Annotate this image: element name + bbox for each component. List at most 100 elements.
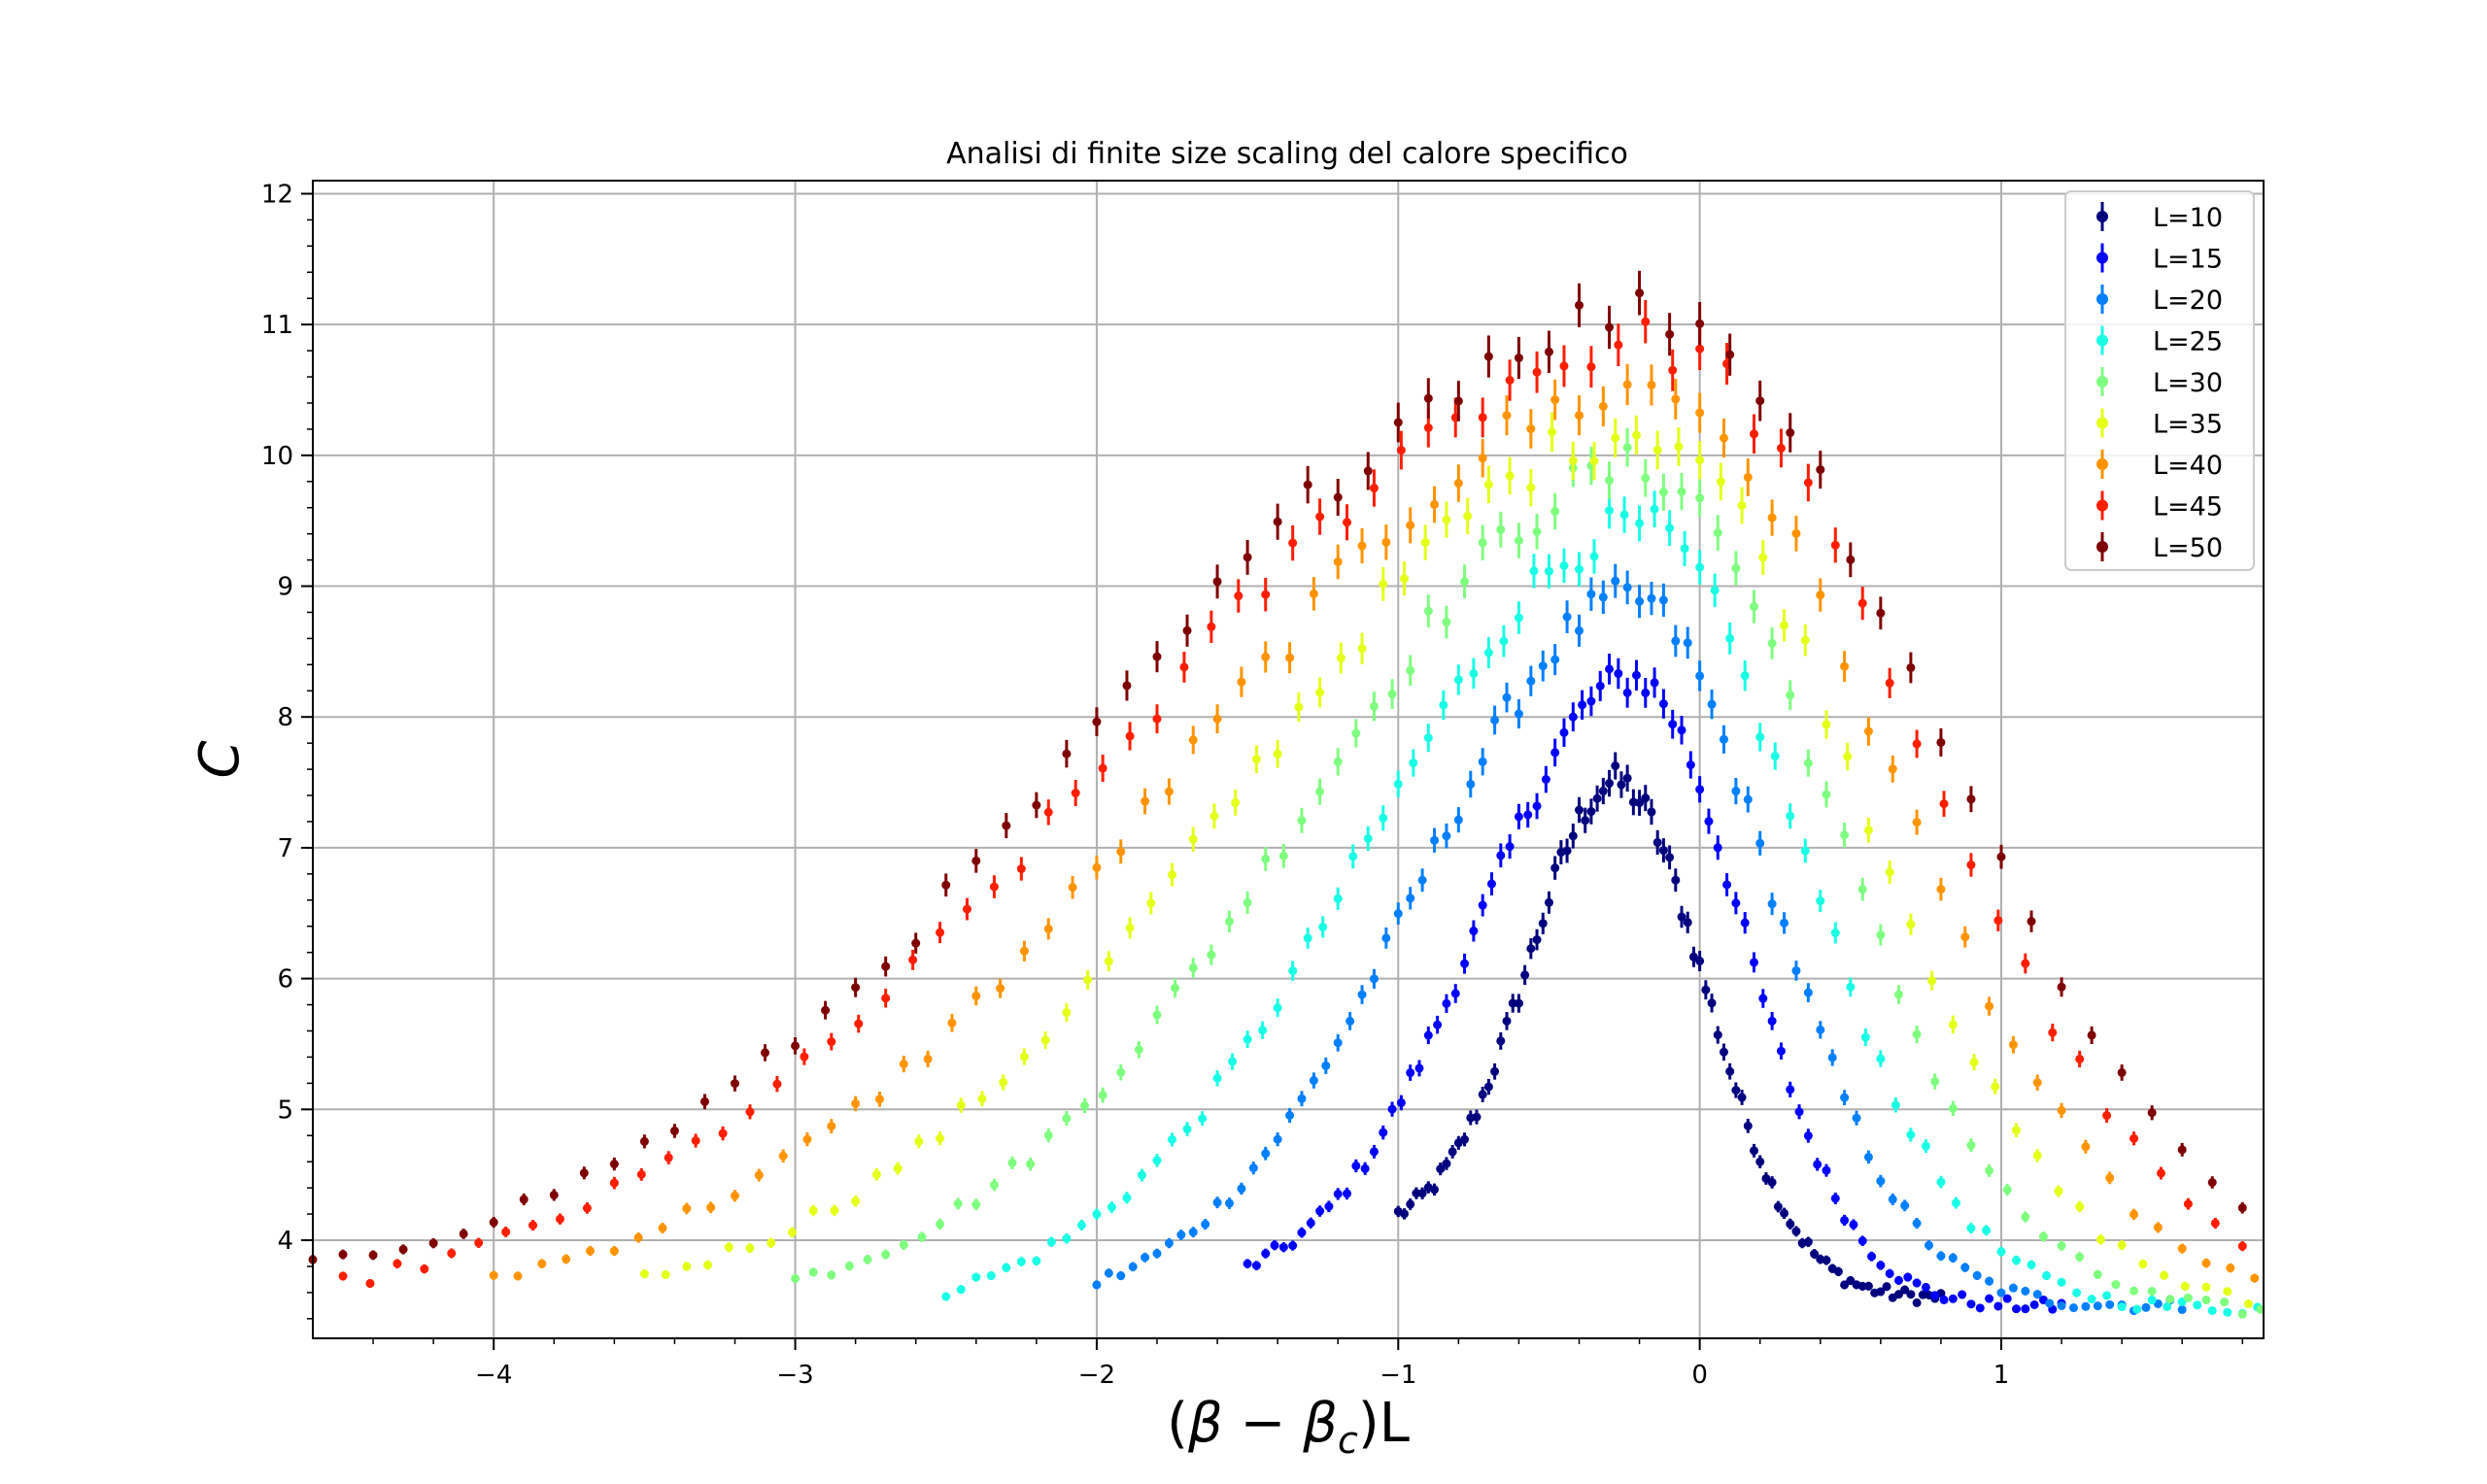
data-point: [1336, 653, 1346, 662]
data-point: [1420, 538, 1430, 548]
data-point: [1936, 885, 1946, 894]
data-point: [1966, 1224, 1976, 1233]
data-point: [1635, 288, 1645, 298]
data-point: [1652, 445, 1662, 455]
data-point: [2156, 1168, 2165, 1178]
y-tick-label: 8: [277, 703, 293, 732]
data-point: [2012, 1304, 2022, 1314]
data-point: [1893, 1290, 1903, 1299]
data-point: [1605, 322, 1615, 332]
data-point: [1270, 1240, 1279, 1250]
data-point: [1478, 413, 1487, 422]
y-axis-label: C: [188, 740, 252, 778]
data-point: [911, 938, 921, 948]
x-tick-label: −1: [1380, 1361, 1416, 1390]
data-point: [1224, 1198, 1234, 1208]
data-point: [1912, 1029, 1922, 1039]
data-point: [1532, 526, 1542, 536]
data-point: [1876, 1176, 1886, 1186]
data-point: [1315, 688, 1325, 697]
data-point: [1324, 1201, 1334, 1211]
data-point: [1822, 1256, 1831, 1265]
data-point: [1146, 898, 1156, 908]
data-point: [1243, 553, 1252, 562]
data-point: [874, 1095, 884, 1104]
data-point: [2105, 1299, 2115, 1309]
data-point: [1043, 807, 1053, 817]
data-point: [1559, 361, 1569, 371]
data-point: [1243, 1034, 1252, 1044]
data-point: [2201, 1295, 2211, 1304]
data-point: [1695, 493, 1705, 503]
data-point: [1526, 676, 1536, 686]
x-axis-label-part: )L: [1358, 1392, 1410, 1455]
y-tick-label: 6: [277, 965, 293, 995]
data-point: [1574, 411, 1584, 421]
data-point: [2165, 1295, 2175, 1304]
data-point: [1273, 1003, 1282, 1013]
data-point: [1800, 635, 1810, 645]
data-point: [1016, 864, 1026, 874]
data-point: [1948, 1294, 1958, 1303]
data-point: [1767, 899, 1777, 909]
data-point: [1406, 1199, 1415, 1209]
data-point: [1755, 732, 1765, 742]
data-point: [1107, 1202, 1116, 1212]
data-point: [609, 1246, 619, 1256]
legend-label: L=50: [2153, 533, 2223, 563]
data-point: [1876, 608, 1886, 618]
data-point: [562, 1254, 571, 1264]
data-point: [2163, 1301, 2172, 1311]
data-point: [1164, 1238, 1174, 1248]
data-point: [1417, 875, 1427, 885]
data-point: [1731, 898, 1741, 908]
data-point: [1538, 661, 1548, 671]
data-point: [1309, 589, 1318, 598]
y-tick-label: 10: [261, 442, 293, 471]
plot-area: −4 −3 −2 −1 0 1 4 5 6 7 8 9 10 11 12: [261, 180, 2266, 1390]
data-point: [1969, 1058, 1979, 1067]
data-point: [2008, 1040, 2018, 1050]
data-point: [1261, 590, 1271, 599]
data-point: [1303, 933, 1312, 943]
data-point: [1417, 1189, 1427, 1198]
data-point: [392, 1259, 402, 1268]
data-point: [730, 1191, 739, 1200]
data-point: [1505, 376, 1515, 386]
data-point: [881, 1250, 891, 1260]
data-point: [971, 1272, 981, 1282]
data-point: [1273, 1134, 1282, 1144]
data-point: [2105, 1173, 2115, 1183]
data-point: [1496, 1036, 1506, 1046]
data-point: [1586, 807, 1596, 817]
data-point: [1288, 966, 1298, 976]
data-point: [1472, 1112, 1482, 1122]
data-point: [953, 1198, 963, 1208]
data-point: [1369, 1147, 1379, 1157]
data-point: [1207, 950, 1216, 960]
data-point: [1716, 477, 1725, 487]
data-point: [1520, 970, 1530, 980]
data-point: [1888, 764, 1897, 774]
legend-marker: [2096, 417, 2108, 429]
data-point: [1019, 946, 1029, 956]
data-point: [941, 880, 951, 890]
data-point: [999, 1077, 1008, 1087]
data-point: [1453, 815, 1463, 825]
data-point: [1369, 484, 1379, 493]
data-point: [633, 1232, 643, 1242]
data-point: [1658, 846, 1668, 856]
data-point: [863, 1255, 872, 1265]
data-point: [1032, 1256, 1041, 1265]
data-point: [1297, 816, 1307, 826]
data-point: [1710, 586, 1720, 595]
data-point: [1071, 789, 1080, 798]
data-point: [1261, 854, 1271, 863]
data-point: [1439, 700, 1448, 710]
data-point: [1830, 1194, 1840, 1203]
data-point: [1740, 918, 1750, 928]
data-point: [706, 1202, 716, 1212]
data-point: [1409, 759, 1418, 768]
data-point: [1237, 1184, 1246, 1194]
data-point: [1810, 1249, 1820, 1259]
